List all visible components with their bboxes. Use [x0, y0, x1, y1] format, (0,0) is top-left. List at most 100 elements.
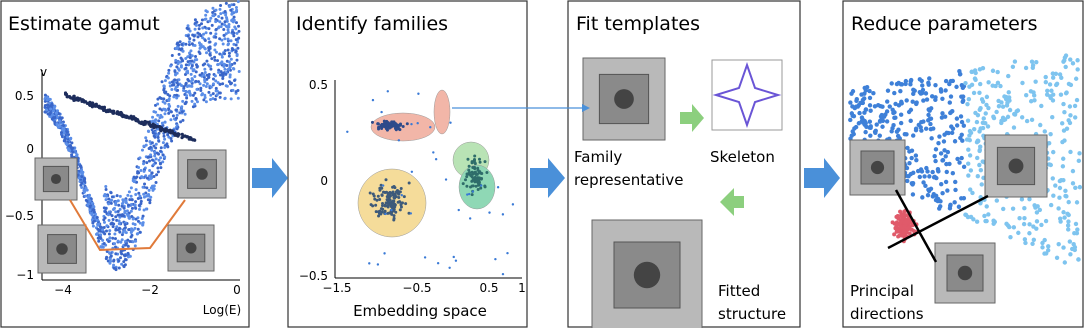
scatter-dot — [984, 102, 989, 108]
scatter-dot — [203, 38, 207, 42]
scatter-dot — [151, 123, 155, 127]
scatter-dot — [848, 117, 853, 123]
scatter-dot — [218, 95, 222, 99]
scatter-dot — [469, 173, 473, 177]
scatter-dot — [214, 35, 218, 39]
scatter-dot — [124, 239, 128, 243]
scatter-dot — [202, 32, 206, 36]
scatter-dot — [977, 67, 983, 72]
content: Estimate gamut Identify families Fit templ… — [5, 0, 1083, 328]
cube-core — [633, 261, 661, 289]
scatter-dot — [232, 34, 236, 38]
scatter-dot — [101, 238, 105, 242]
scatter-dot — [144, 136, 148, 140]
scatter-dot — [902, 224, 907, 229]
scatter-dot — [196, 35, 200, 39]
scatter-dot — [1063, 64, 1068, 70]
scatter-dot — [171, 114, 175, 118]
scatter-dot — [1043, 218, 1049, 224]
scatter-dot — [207, 27, 211, 31]
scatter-dot — [189, 72, 193, 76]
scatter-dot — [470, 161, 474, 165]
scatter-dot — [860, 100, 865, 106]
scatter-dot — [136, 196, 140, 200]
scatter-dot — [49, 107, 53, 111]
scatter-dot — [190, 64, 194, 68]
arrow — [530, 158, 565, 198]
scatter-dot — [855, 104, 861, 109]
scatter-dot — [986, 80, 991, 85]
scatter-dot — [852, 126, 857, 131]
scatter-dot — [179, 64, 183, 68]
scatter-dot — [213, 74, 217, 78]
scatter-dot — [118, 230, 122, 234]
scatter-dot — [176, 62, 180, 66]
scatter-dot — [211, 6, 215, 10]
scatter-dot — [173, 69, 177, 73]
scatter-dot — [483, 184, 487, 188]
scatter-dot — [183, 112, 187, 116]
scatter-dot — [88, 199, 92, 203]
arrow — [720, 188, 744, 216]
scatter-dot — [233, 83, 237, 87]
y-tick-label: 0 — [320, 174, 328, 188]
scatter-dot — [218, 73, 222, 77]
scatter-dot — [195, 65, 199, 69]
scatter-dot — [65, 130, 69, 134]
scatter-dot — [104, 229, 108, 233]
scatter-dot — [70, 154, 74, 158]
scatter-dot — [176, 104, 180, 108]
scatter-dot — [975, 112, 981, 118]
scatter-dot — [213, 97, 217, 101]
scatter-dot — [109, 201, 113, 205]
scatter-dot — [199, 86, 203, 90]
scatter-dot — [54, 111, 58, 115]
scatter-dot — [91, 204, 95, 208]
scatter-dot — [106, 259, 110, 263]
scatter-dot — [376, 122, 380, 126]
scatter-dot — [214, 32, 218, 36]
scatter-dot — [186, 71, 190, 75]
scatter-dot — [161, 160, 165, 164]
scatter-dot — [130, 214, 134, 218]
cube-core — [614, 89, 634, 109]
scatter-dot — [1040, 245, 1045, 250]
scatter-dot — [854, 98, 859, 104]
scatter-dot — [116, 239, 120, 243]
scatter-dot — [959, 119, 965, 125]
scatter-dot — [233, 78, 237, 82]
scatter-dot — [137, 203, 141, 207]
scatter-dot — [909, 227, 914, 232]
scatter-dot — [138, 194, 142, 198]
scatter-dot — [1011, 225, 1017, 230]
scatter-dot — [123, 209, 127, 213]
scatter-dot — [889, 81, 894, 86]
scatter-dot — [183, 134, 187, 138]
scatter-dot — [124, 199, 128, 203]
direction — [894, 189, 938, 263]
scatter-dot — [141, 185, 145, 189]
scatter-dot — [398, 123, 402, 127]
scatter-dot — [97, 239, 101, 243]
scatter-dot — [161, 100, 165, 104]
scatter-dot — [966, 161, 971, 166]
scatter-dot — [88, 100, 92, 104]
arrow — [804, 158, 840, 198]
skeleton — [712, 61, 782, 129]
arrow — [252, 158, 288, 198]
scatter-dot — [236, 0, 240, 4]
scatter-dot — [129, 235, 133, 239]
scatter-dot — [1008, 234, 1013, 240]
scatter-dot — [59, 130, 63, 134]
scatter-dot — [116, 199, 120, 203]
scatter-dot — [947, 100, 952, 105]
cube-core — [56, 243, 68, 255]
cube-core — [957, 265, 973, 281]
scatter-dot — [867, 88, 872, 94]
scatter-dot — [175, 96, 179, 100]
scatter-dot — [916, 122, 921, 128]
scatter-dot — [949, 130, 955, 135]
scatter-dot — [382, 190, 386, 194]
scatter-dot — [218, 20, 222, 24]
scatter-dot — [103, 216, 107, 220]
